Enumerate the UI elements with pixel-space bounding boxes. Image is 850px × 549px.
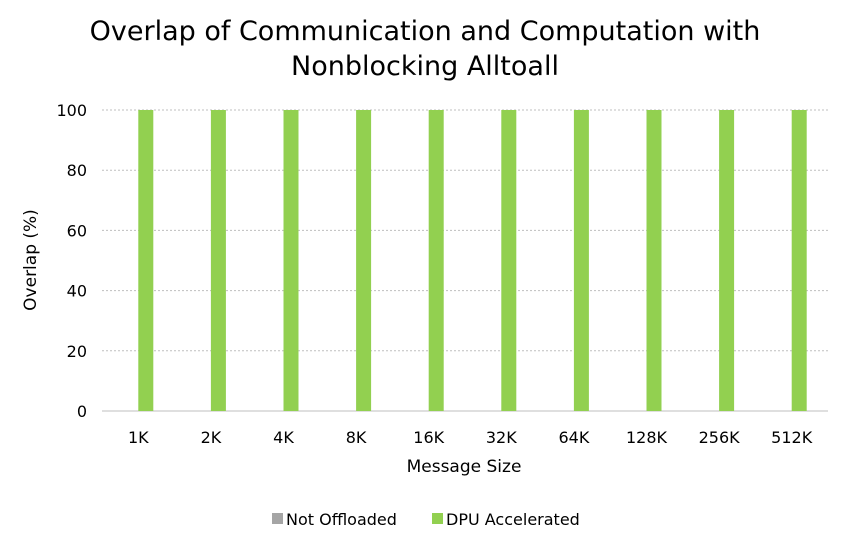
x-tick-label-1K: 1K bbox=[128, 428, 149, 447]
y-tick-label-60: 60 bbox=[67, 221, 87, 240]
legend-swatch-dpu-accelerated bbox=[432, 513, 443, 524]
bar-dpu-accelerated-64K bbox=[573, 110, 589, 411]
chart-title-line-1: Overlap of Communication and Computation… bbox=[89, 16, 761, 47]
y-tick-label-0: 0 bbox=[77, 402, 87, 421]
x-tick-label-2K: 2K bbox=[201, 428, 222, 447]
y-tick-label-40: 40 bbox=[67, 282, 87, 301]
y-tick-label-20: 20 bbox=[67, 342, 87, 361]
x-tick-label-512K: 512K bbox=[771, 428, 813, 447]
x-tick-labels: 1K 2K 4K 8K 16K 32K 64K 128K 256K 512K bbox=[128, 428, 813, 447]
legend-label-not-offloaded: Not Offloaded bbox=[286, 510, 397, 529]
x-tick-label-4K: 4K bbox=[273, 428, 294, 447]
bar-dpu-accelerated-256K bbox=[719, 110, 735, 411]
chart-title-line-2: Nonblocking Alltoall bbox=[291, 51, 559, 82]
legend-swatch-not-offloaded bbox=[272, 513, 283, 524]
x-tick-label-8K: 8K bbox=[346, 428, 367, 447]
y-tick-label-80: 80 bbox=[67, 161, 87, 180]
bar-dpu-accelerated-1K bbox=[138, 110, 154, 411]
bar-dpu-accelerated-128K bbox=[646, 110, 662, 411]
bar-dpu-accelerated-512K bbox=[791, 110, 807, 411]
bar-dpu-accelerated-16K bbox=[428, 110, 444, 411]
x-tick-label-64K: 64K bbox=[558, 428, 589, 447]
x-tick-label-256K: 256K bbox=[699, 428, 741, 447]
bar-dpu-accelerated-2K bbox=[210, 110, 226, 411]
y-axis-label: Overlap (%) bbox=[21, 209, 41, 311]
bar-dpu-accelerated-8K bbox=[356, 110, 372, 411]
x-tick-label-32K: 32K bbox=[486, 428, 517, 447]
y-tick-label-100: 100 bbox=[56, 101, 87, 120]
x-tick-label-16K: 16K bbox=[413, 428, 444, 447]
y-tick-labels: 0 20 40 60 80 100 bbox=[56, 101, 87, 421]
bars bbox=[138, 110, 807, 411]
x-tick-label-128K: 128K bbox=[626, 428, 668, 447]
bar-dpu-accelerated-32K bbox=[501, 110, 517, 411]
legend: Not Offloaded DPU Accelerated bbox=[272, 510, 580, 529]
legend-label-dpu-accelerated: DPU Accelerated bbox=[446, 510, 580, 529]
x-axis-label: Message Size bbox=[407, 457, 522, 477]
bar-dpu-accelerated-4K bbox=[283, 110, 299, 411]
